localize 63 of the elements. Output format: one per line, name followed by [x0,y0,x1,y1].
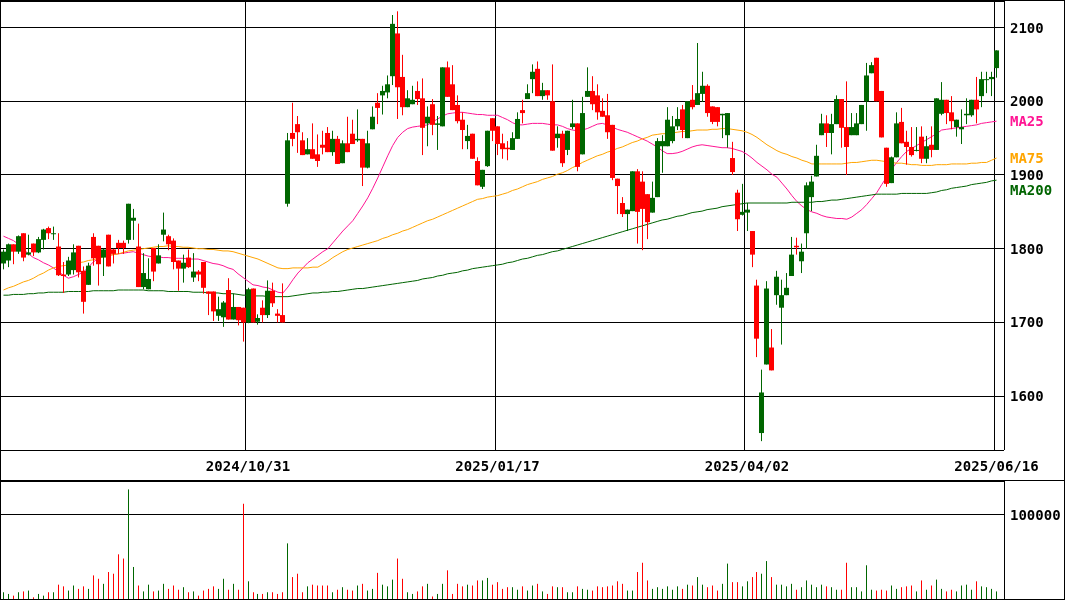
candlestick [615,178,620,215]
candlestick [295,115,300,154]
candlestick [675,106,680,131]
candlestick [260,299,265,323]
series-label: MA75 [1010,149,1044,168]
candlestick [270,282,275,308]
candlestick [101,248,106,277]
candlestick [680,104,685,139]
y-tick-label: 1900 [1010,166,1044,183]
candlestick [974,76,979,124]
candlestick [769,328,774,371]
candlestick [750,230,755,268]
candlestick [924,135,929,164]
y-tick-label: 1600 [1010,388,1044,405]
x-tick-label: 2025/06/16 [954,457,1039,474]
candlestick [530,63,535,94]
candlestick [425,105,430,147]
candlestick [16,234,21,255]
candlestick [570,99,575,130]
candlestick [375,92,380,125]
y-tick-label: 1800 [1010,240,1044,257]
candlestick [465,124,470,150]
candlestick [779,279,784,346]
candlestick [989,71,994,97]
candlestick [730,141,735,176]
x-tick-label: 2025/04/02 [704,457,790,474]
y-tick-label: 2100 [1010,19,1044,36]
candlestick [181,254,186,284]
candlestick [186,248,191,269]
candlestick [799,243,804,274]
candlestick [11,243,16,265]
candlestick [824,114,829,148]
x-tick-label: 2025/01/17 [455,457,540,474]
y-tick-label: 2000 [1010,93,1044,110]
candlestick [814,144,819,177]
candlestick [959,108,964,145]
candlestick [789,236,794,277]
candlestick [151,247,156,282]
series-label: MA200 [1010,181,1053,199]
candlestick [430,98,435,136]
candlestick [690,84,695,110]
candlestick [330,130,335,157]
candlestick [774,270,779,306]
candlestick [909,126,914,158]
candlestick [650,181,655,214]
candlestick [919,125,924,164]
candlestick [565,130,570,156]
candlestick [929,125,934,158]
candlestick [86,262,91,286]
candlestick [520,99,525,124]
candlestick [620,196,625,218]
candlestick [914,126,919,152]
candlestick [51,226,56,241]
candlestick [585,66,590,98]
candlestick [290,102,295,147]
candlestick [829,113,834,155]
y-tick-label: 100000 [1010,506,1061,523]
candlestick [555,125,560,149]
candlestick [161,212,166,242]
series-label: MA25 [1010,112,1044,131]
x-tick-label: 2024/10/31 [205,457,291,474]
y-tick-label: 1700 [1010,314,1044,331]
candlestick [994,49,999,79]
